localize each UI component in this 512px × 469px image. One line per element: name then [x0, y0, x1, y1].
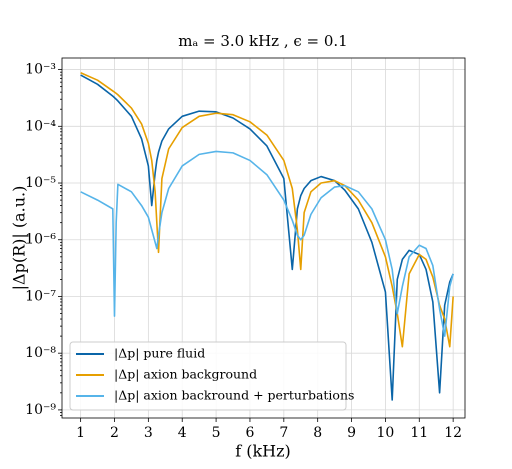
- data-line: [80, 150, 454, 337]
- legend-label: |Δp| axion background: [114, 367, 257, 382]
- x-tick-label: 2: [110, 425, 119, 441]
- y-tick-label: 10⁻⁸: [25, 345, 56, 361]
- plot-frame: [61, 57, 466, 419]
- x-tick-label: 12: [444, 425, 462, 441]
- y-tick-label: 10⁻⁷: [25, 288, 56, 304]
- x-tick-label: 5: [212, 425, 221, 441]
- y-tick-label: 10⁻³: [25, 62, 56, 78]
- x-tick-label: 9: [347, 425, 356, 441]
- data-line: [80, 71, 454, 348]
- x-tick-label: 6: [245, 425, 254, 441]
- y-axis-label: |Δp(R)| (a.u.): [10, 186, 29, 291]
- y-tick-label: 10⁻⁴: [25, 118, 56, 134]
- y-tick-label: 10⁻⁵: [25, 175, 56, 191]
- y-tick-label: 10⁻⁶: [25, 232, 56, 248]
- legend-box: [69, 341, 347, 411]
- legend-label: |Δp| axion backround + perturbations: [114, 388, 354, 403]
- data-line: [80, 74, 454, 401]
- x-tick-label: 4: [178, 425, 187, 441]
- x-tick-label: 10: [377, 425, 395, 441]
- plot-lines: [80, 71, 454, 401]
- legend-label: |Δp| pure fluid: [114, 346, 205, 361]
- chart-title: mₐ = 3.0 kHz , ϵ = 0.1: [178, 32, 347, 50]
- x-axis-label: f (kHz): [235, 442, 291, 461]
- x-tick-label: 8: [313, 425, 322, 441]
- x-tick-label: 7: [279, 425, 288, 441]
- x-tick-label: 11: [410, 425, 428, 441]
- y-tick-label: 10⁻⁹: [25, 402, 56, 418]
- x-tick-label: 3: [144, 425, 153, 441]
- x-tick-label: 1: [76, 425, 85, 441]
